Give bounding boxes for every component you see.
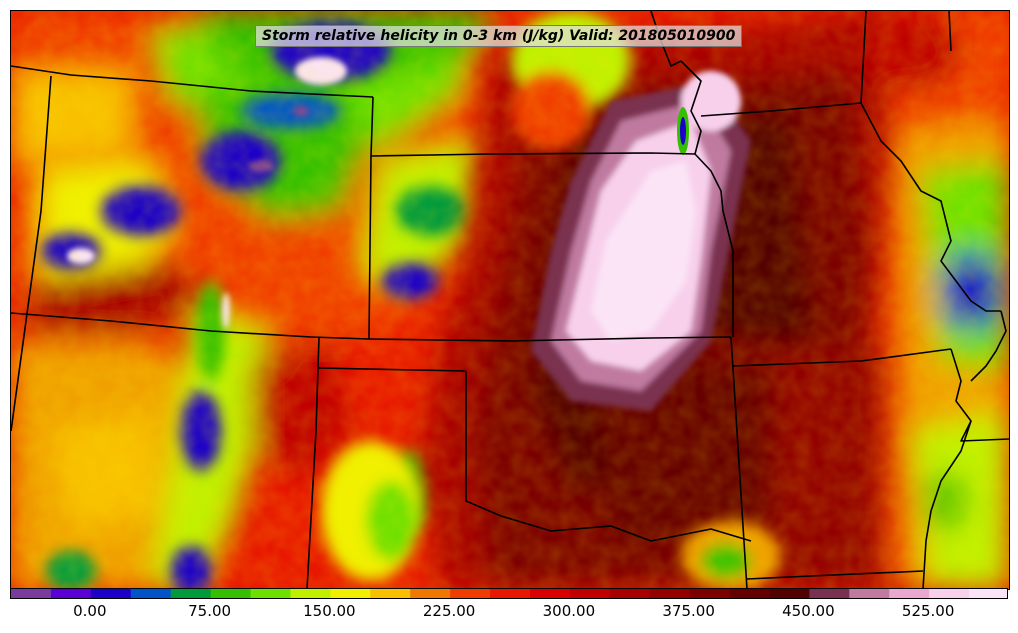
colorbar-swatch <box>529 589 571 598</box>
colorbar-swatch <box>729 589 771 598</box>
colorbar-swatch <box>250 589 292 598</box>
helicity-field <box>11 11 1009 589</box>
colorbar-swatch <box>929 589 970 598</box>
colorbar-tick-label: 375.00 <box>662 602 715 620</box>
colorbar-swatch <box>849 589 890 598</box>
helicity-map: Storm relative helicity in 0-3 km (J/kg)… <box>10 10 1010 590</box>
colorbar-swatch <box>689 589 731 598</box>
colorbar-swatches <box>11 589 1007 598</box>
colorbar-tick-label: 0.00 <box>73 602 107 620</box>
colorbar <box>10 588 1008 599</box>
colorbar-swatch <box>769 589 810 598</box>
colorbar-swatch <box>90 589 132 598</box>
helicity-maximum-edge <box>677 107 689 155</box>
colorbar-swatch <box>490 589 531 598</box>
colorbar-tick-label: 450.00 <box>782 602 835 620</box>
colorbar-tick-label: 150.00 <box>303 602 356 620</box>
colorbar-swatch <box>969 589 1007 598</box>
colorbar-swatch <box>450 589 491 598</box>
colorbar-swatch <box>170 589 212 598</box>
map-title: Storm relative helicity in 0-3 km (J/kg)… <box>255 25 743 47</box>
colorbar-swatch <box>330 589 371 598</box>
colorbar-swatch <box>290 589 331 598</box>
helicity-maximum <box>531 71 751 411</box>
colorbar-tick-label: 525.00 <box>901 602 955 620</box>
colorbar-swatch <box>130 589 172 598</box>
colorbar-swatch <box>370 589 411 598</box>
colorbar-tick-labels: 0.00 75.00 150.00 225.00 300.00 375.00 450.00 5… <box>0 602 1018 624</box>
colorbar-swatch <box>889 589 930 598</box>
colorbar-swatch <box>649 589 691 598</box>
colorbar-tick-label: 225.00 <box>422 602 476 620</box>
colorbar-swatch <box>11 589 52 598</box>
colorbar-swatch <box>50 589 92 598</box>
state-boundaries <box>11 11 1009 589</box>
colorbar-tick-label: 300.00 <box>542 602 596 620</box>
colorbar-tick-label: 75.00 <box>188 602 232 620</box>
colorbar-swatch <box>609 589 651 598</box>
colorbar-swatch <box>210 589 252 598</box>
colorbar-swatch <box>809 589 850 598</box>
colorbar-swatch <box>569 589 611 598</box>
colorbar-swatch <box>410 589 451 598</box>
field-texture <box>11 11 1009 589</box>
